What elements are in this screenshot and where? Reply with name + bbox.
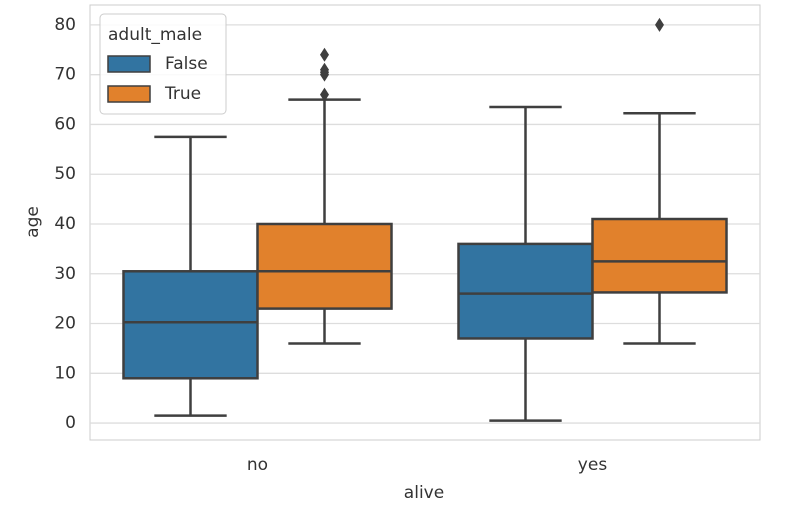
y-tick-label: 80 (54, 15, 76, 35)
x-tick-label: yes (578, 455, 608, 475)
outlier (320, 47, 329, 62)
legend-label: True (164, 84, 201, 104)
legend-title: adult_male (108, 25, 202, 45)
y-tick-label: 40 (54, 214, 76, 234)
box (457, 242, 594, 340)
legend: adult_male False True (99, 13, 227, 115)
y-tick-label: 0 (65, 413, 76, 433)
legend-swatch (107, 85, 151, 103)
y-tick-label: 50 (54, 164, 76, 184)
y-tick-label: 20 (54, 314, 76, 334)
box (256, 222, 393, 310)
outlier (655, 17, 664, 32)
y-tick-label: 60 (54, 114, 76, 134)
x-axis-label: alive (404, 483, 444, 503)
box (122, 270, 259, 380)
y-tick-label: 30 (54, 264, 76, 284)
box (591, 217, 728, 294)
y-tick-label: 10 (54, 363, 76, 383)
y-axis-label: age (23, 206, 43, 238)
legend-swatch (107, 55, 151, 73)
y-tick-label: 70 (54, 65, 76, 85)
outlier (320, 87, 329, 102)
outlier (320, 62, 329, 77)
x-tick-label: no (247, 455, 268, 475)
legend-label: False (165, 54, 208, 74)
